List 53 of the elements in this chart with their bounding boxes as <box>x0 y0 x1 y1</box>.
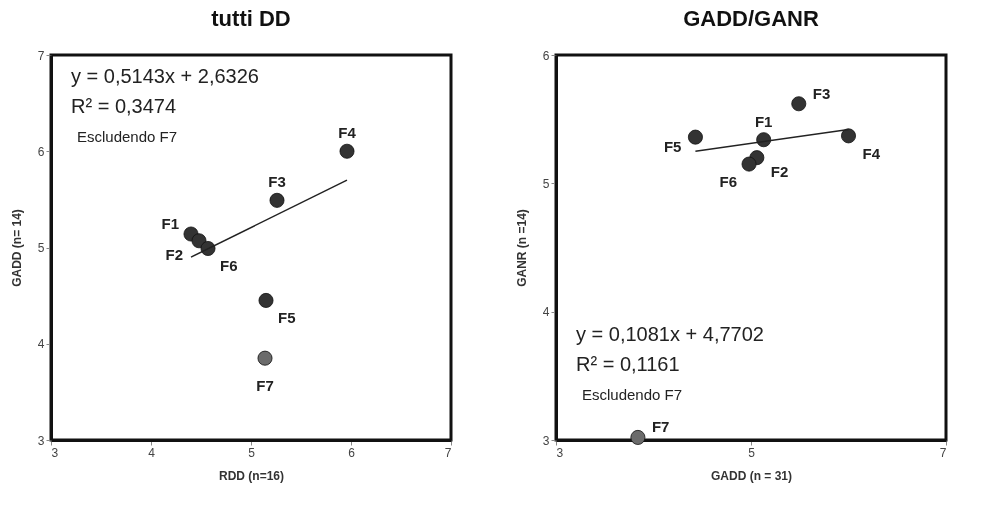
annotation: F5 <box>278 309 296 327</box>
annotation: F6 <box>719 173 738 191</box>
point <box>339 143 355 159</box>
y-tick-label: 5 <box>37 241 45 255</box>
x-tick-label: 3 <box>556 445 564 460</box>
point <box>258 292 274 308</box>
y-axis-title: GADD (n= 14) <box>9 209 24 287</box>
annotation: F1 <box>161 215 179 233</box>
annotation: F7 <box>256 377 274 395</box>
point <box>841 128 856 144</box>
annotation: y = 0,1081x + 4,7702 <box>576 323 764 345</box>
x-tick-label: 7 <box>939 445 947 460</box>
point <box>257 350 273 366</box>
y-tick-label: 6 <box>37 144 45 159</box>
annotation: F5 <box>663 138 682 156</box>
y-tick-label: 4 <box>542 305 550 320</box>
chart-title: tutti DD <box>211 6 291 31</box>
annotation: F2 <box>770 162 789 180</box>
annotation: F7 <box>651 418 670 436</box>
y-axis-title: GANR (n =14) <box>514 209 529 287</box>
annotation: F2 <box>165 245 183 263</box>
x-tick-label: 3 <box>51 445 59 460</box>
point <box>791 96 807 112</box>
annotation: F4 <box>862 144 881 162</box>
y-tick-label: 7 <box>37 48 45 63</box>
annotation: R² = 0,1161 <box>576 353 680 375</box>
annotation: F4 <box>338 124 357 142</box>
annotation: Escludendo F7 <box>582 386 683 403</box>
x-tick-label: 5 <box>248 445 256 460</box>
annotation: R² = 0,3474 <box>71 95 177 117</box>
y-tick-label: 3 <box>542 433 550 448</box>
point <box>687 129 703 145</box>
annotation: F1 <box>754 112 773 130</box>
x-axis-title: GADD (n = 31) <box>710 468 793 483</box>
annotation: y = 0,5143x + 2,6326 <box>71 65 259 87</box>
point <box>630 429 646 445</box>
point <box>191 233 207 249</box>
x-tick-label: 5 <box>748 445 756 460</box>
x-tick-label: 4 <box>148 445 156 460</box>
y-tick-label: 3 <box>37 433 45 448</box>
x-tick-label: 6 <box>348 445 356 460</box>
x-tick-label: 7 <box>444 445 452 460</box>
annotation: Escludendo F7 <box>77 128 178 145</box>
y-tick-label: 4 <box>37 337 45 352</box>
annotation: F3 <box>268 173 286 191</box>
y-tick-label: 6 <box>542 48 550 63</box>
annotation: F3 <box>812 84 831 102</box>
x-axis-title: RDD (n=16) <box>218 468 285 483</box>
point <box>269 192 285 208</box>
y-tick-label: 5 <box>542 176 550 191</box>
chart-title: GADD/GANR <box>683 6 819 31</box>
point <box>741 156 757 172</box>
annotation: F6 <box>220 257 238 275</box>
